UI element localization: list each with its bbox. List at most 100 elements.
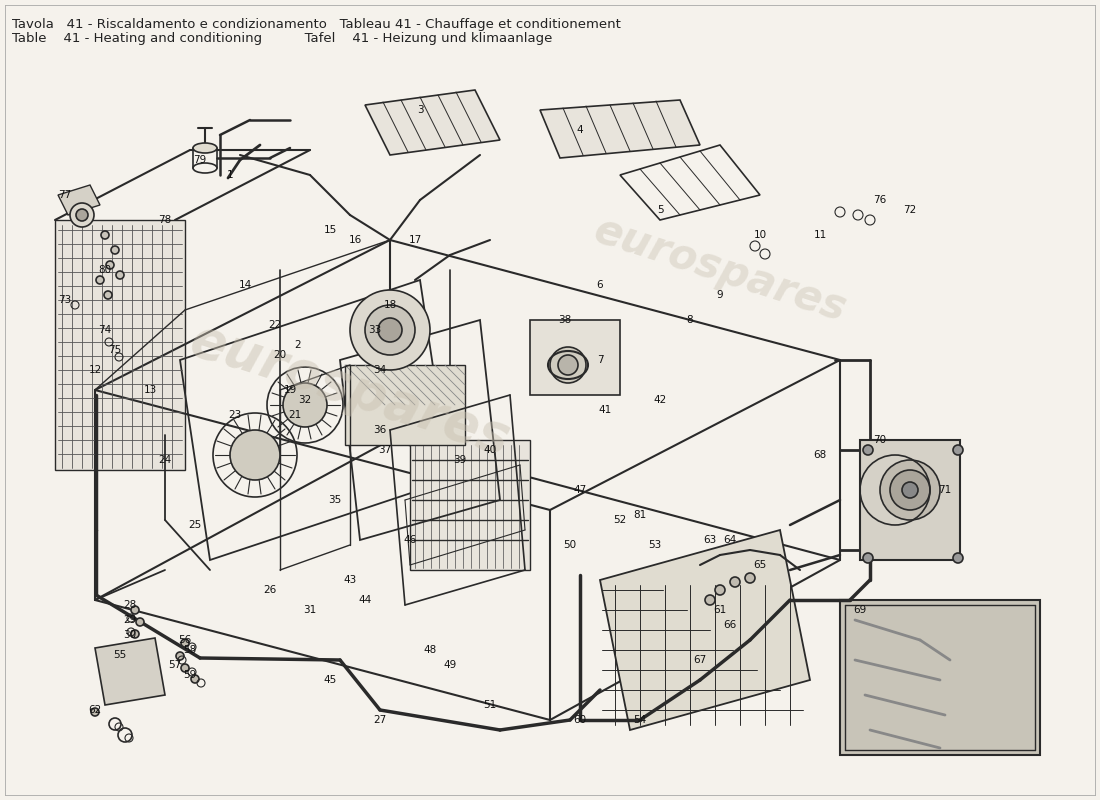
Text: 63: 63 (703, 535, 716, 545)
Bar (860, 440, 960, 560)
Text: 68: 68 (813, 450, 826, 460)
Text: 73: 73 (58, 295, 72, 305)
Text: 34: 34 (373, 365, 386, 375)
Circle shape (715, 585, 725, 595)
Text: 71: 71 (938, 485, 952, 495)
Circle shape (283, 383, 327, 427)
Circle shape (131, 606, 139, 614)
Text: 60: 60 (573, 715, 586, 725)
Text: 61: 61 (714, 605, 727, 615)
Circle shape (705, 595, 715, 605)
Text: 22: 22 (268, 320, 282, 330)
Circle shape (91, 708, 99, 716)
Polygon shape (600, 530, 810, 730)
Text: 11: 11 (813, 230, 826, 240)
Text: 47: 47 (573, 485, 586, 495)
Circle shape (953, 553, 962, 563)
Text: 24: 24 (158, 455, 172, 465)
Text: 51: 51 (483, 700, 496, 710)
Text: 36: 36 (373, 425, 386, 435)
Text: 1: 1 (227, 170, 233, 180)
Text: 27: 27 (373, 715, 386, 725)
Bar (345, 365, 465, 445)
Circle shape (880, 460, 940, 520)
Text: 39: 39 (453, 455, 466, 465)
Text: 20: 20 (274, 350, 287, 360)
Text: 10: 10 (754, 230, 767, 240)
Text: 40: 40 (483, 445, 496, 455)
Text: 64: 64 (724, 535, 737, 545)
Circle shape (864, 445, 873, 455)
Text: 53: 53 (648, 540, 661, 550)
Text: 37: 37 (378, 445, 392, 455)
Text: 70: 70 (873, 435, 887, 445)
Text: 33: 33 (368, 325, 382, 335)
Text: 49: 49 (443, 660, 456, 670)
Text: 42: 42 (653, 395, 667, 405)
Circle shape (230, 430, 280, 480)
Bar (530, 320, 620, 395)
Text: 26: 26 (263, 585, 276, 595)
Circle shape (378, 318, 402, 342)
Circle shape (890, 470, 930, 510)
Text: 72: 72 (903, 205, 916, 215)
Circle shape (730, 577, 740, 587)
Text: 55: 55 (113, 650, 127, 660)
Text: 56: 56 (178, 635, 191, 645)
Bar (410, 440, 530, 570)
Circle shape (182, 664, 189, 672)
Circle shape (131, 630, 139, 638)
Text: 25: 25 (188, 520, 201, 530)
Text: 32: 32 (298, 395, 311, 405)
Text: 4: 4 (576, 125, 583, 135)
Circle shape (745, 573, 755, 583)
Text: 67: 67 (693, 655, 706, 665)
Text: 13: 13 (143, 385, 156, 395)
Ellipse shape (192, 143, 217, 153)
Text: 21: 21 (288, 410, 301, 420)
Circle shape (182, 639, 189, 647)
Text: 52: 52 (614, 515, 627, 525)
Polygon shape (365, 90, 501, 155)
Text: 74: 74 (98, 325, 111, 335)
Polygon shape (95, 638, 165, 705)
Text: 48: 48 (424, 645, 437, 655)
Circle shape (550, 347, 586, 383)
Text: 17: 17 (408, 235, 421, 245)
Text: 41: 41 (598, 405, 612, 415)
Text: 29: 29 (123, 615, 136, 625)
Circle shape (101, 231, 109, 239)
Text: 54: 54 (634, 715, 647, 725)
Text: eurospares: eurospares (184, 314, 517, 466)
Text: 30: 30 (123, 630, 136, 640)
Text: 50: 50 (563, 540, 576, 550)
Text: 31: 31 (304, 605, 317, 615)
Text: 43: 43 (343, 575, 356, 585)
Circle shape (111, 246, 119, 254)
Circle shape (864, 553, 873, 563)
Text: 62: 62 (88, 705, 101, 715)
Polygon shape (540, 100, 700, 158)
Text: 65: 65 (754, 560, 767, 570)
Text: 58: 58 (184, 645, 197, 655)
Circle shape (136, 618, 144, 626)
Text: Tavola   41 - Riscaldamento e condizionamento   Tableau 41 - Chauffage et condit: Tavola 41 - Riscaldamento e condizioname… (12, 18, 620, 31)
Circle shape (116, 271, 124, 279)
Text: 23: 23 (229, 410, 242, 420)
Text: 76: 76 (873, 195, 887, 205)
Circle shape (106, 261, 114, 269)
Text: 8: 8 (686, 315, 693, 325)
Circle shape (70, 203, 94, 227)
Text: 38: 38 (559, 315, 572, 325)
Bar (840, 600, 1040, 755)
Polygon shape (58, 185, 100, 215)
Text: 2: 2 (295, 340, 301, 350)
Circle shape (176, 652, 184, 660)
Text: 66: 66 (724, 620, 737, 630)
Circle shape (96, 276, 104, 284)
Text: 15: 15 (323, 225, 337, 235)
Bar (55, 220, 185, 470)
Text: 59: 59 (184, 670, 197, 680)
Text: 5: 5 (657, 205, 663, 215)
Text: eurospares: eurospares (588, 210, 851, 330)
